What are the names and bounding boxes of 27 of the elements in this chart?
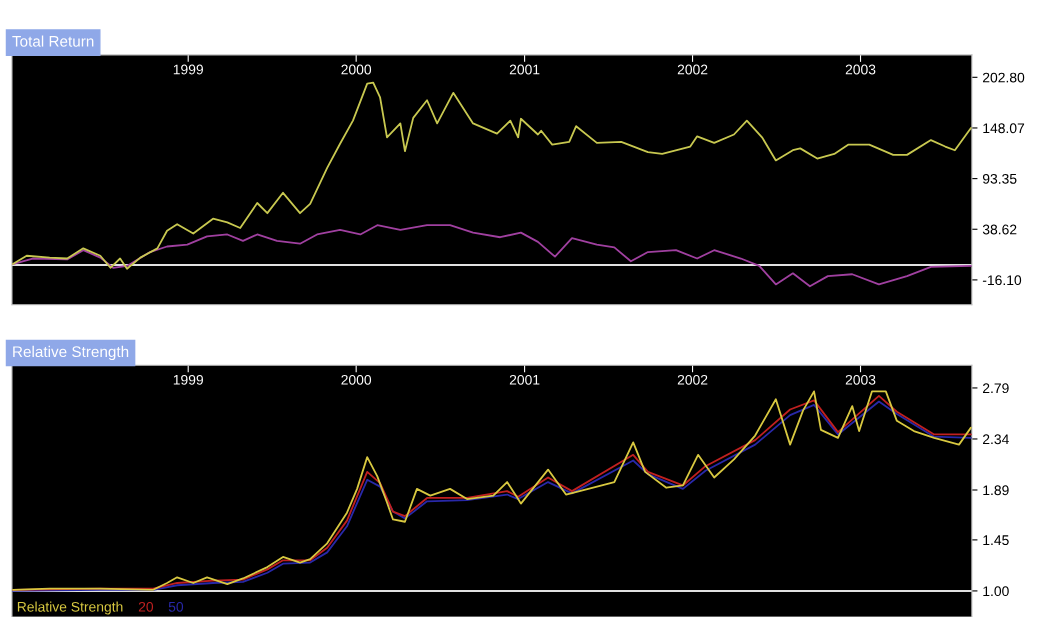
line-series xyxy=(11,224,972,288)
y-tick-label: 1.89 xyxy=(983,485,1009,496)
x-tick-label: 2003 xyxy=(845,64,876,75)
x-tick-label: 2000 xyxy=(341,64,372,75)
x-tick-label: 2002 xyxy=(677,64,708,75)
x-tick-label: 1999 xyxy=(173,374,203,385)
series-label: 20 xyxy=(138,601,154,612)
chart-title: Relative Strength xyxy=(13,345,129,361)
x-tick-label: 2001 xyxy=(509,374,540,385)
y-tick-label: 1.45 xyxy=(983,535,1009,546)
chart-title: Total Return xyxy=(12,35,94,47)
series-label: 50 xyxy=(168,601,184,612)
x-tick-label: 2003 xyxy=(845,374,876,385)
x-tick-label: 2001 xyxy=(509,64,540,75)
line-series xyxy=(11,81,972,270)
y-tick-label: 1.00 xyxy=(983,586,1009,597)
y-tick-label: 93.35 xyxy=(982,173,1017,184)
y-tick-label: 2.34 xyxy=(983,434,1009,445)
y-tick-label: 148.07 xyxy=(983,123,1025,134)
x-tick-label: 1999 xyxy=(173,64,203,75)
y-tick-label: 2.79 xyxy=(983,383,1009,394)
x-tick-label: 2000 xyxy=(341,374,372,385)
series-label: Relative Strength xyxy=(17,601,123,615)
y-tick-label: 202.80 xyxy=(983,72,1025,83)
x-tick-label: 2002 xyxy=(677,374,708,385)
y-tick-label: 38.62 xyxy=(982,224,1017,235)
y-tick-label: -16.10 xyxy=(982,275,1022,286)
